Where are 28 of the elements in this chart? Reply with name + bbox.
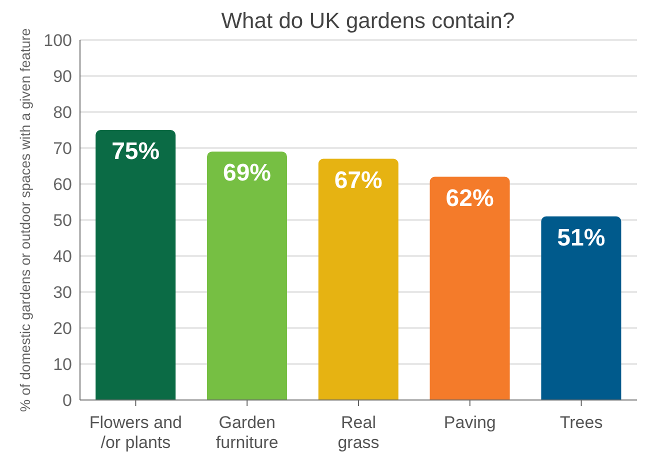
y-tick-label: 100 [44,31,72,50]
y-tick-label: 30 [53,283,72,302]
y-tick-label: 60 [53,175,72,194]
x-tick-label: Flowers and /or plants [89,413,182,452]
data-label: 75% [112,138,160,166]
y-axis-title: % of domestic gardens or outdoor spaces with a given feature [16,28,33,412]
x-tick-label: Trees [560,413,603,432]
bar [541,216,622,400]
bar [96,130,176,400]
x-tick-label: Paving [444,413,496,432]
y-tick-label: 90 [53,67,72,86]
x-tick-label: Garden furniture [216,413,278,452]
y-tick-label: 40 [53,247,72,266]
bar [206,152,287,400]
x-tick-label: Real grass [338,413,380,452]
data-label: 51% [557,224,606,252]
bar [318,158,398,400]
y-tick-label: 10 [53,355,72,374]
y-tick-label: 50 [53,211,72,230]
y-tick-label: 20 [53,319,72,338]
chart-title: What do UK gardens contain? [221,8,515,33]
data-label: 62% [446,184,494,212]
y-tick-label: 80 [53,103,72,122]
data-label: 67% [334,166,382,194]
y-tick-label: 70 [53,139,72,158]
y-tick-label: 0 [62,391,72,410]
data-label: 69% [222,160,272,187]
bar [430,176,510,400]
